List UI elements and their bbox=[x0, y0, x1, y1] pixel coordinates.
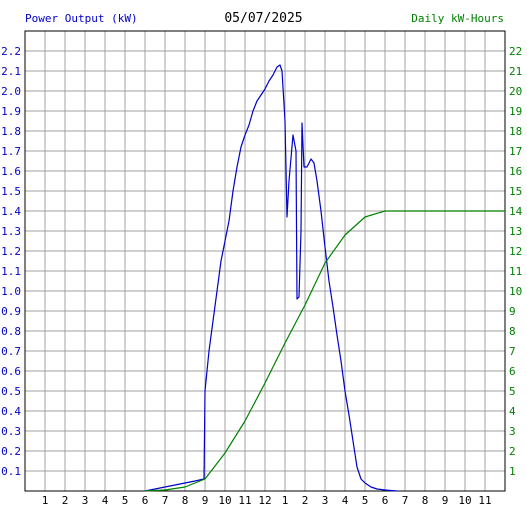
y-left-tick-label: 0.5 bbox=[1, 385, 21, 398]
y-left-tick-label: 1.3 bbox=[1, 225, 21, 238]
y-left-tick-label: 1.4 bbox=[1, 205, 21, 218]
x-tick-label: 1 bbox=[42, 494, 49, 507]
x-tick-label: 11 bbox=[238, 494, 251, 507]
x-tick-label: 7 bbox=[402, 494, 409, 507]
x-tick-label: 1 bbox=[282, 494, 289, 507]
y-right-tick-label: 6 bbox=[509, 365, 516, 378]
y-left-tick-label: 0.7 bbox=[1, 345, 21, 358]
x-tick-label: 2 bbox=[62, 494, 69, 507]
y-right-tick-label: 7 bbox=[509, 345, 516, 358]
y-left-tick-label: 1.6 bbox=[1, 165, 21, 178]
y-right-tick-label: 10 bbox=[509, 285, 522, 298]
x-tick-label: 5 bbox=[362, 494, 369, 507]
y-right-tick-label: 21 bbox=[509, 65, 522, 78]
y-left-tick-label: 2.0 bbox=[1, 85, 21, 98]
x-tick-label: 6 bbox=[142, 494, 149, 507]
y-left-tick-label: 0.6 bbox=[1, 365, 21, 378]
y-left-tick-label: 0.4 bbox=[1, 405, 21, 418]
x-tick-label: 5 bbox=[122, 494, 129, 507]
y-left-tick-label: 1.8 bbox=[1, 125, 21, 138]
y-right-tick-label: 13 bbox=[509, 225, 522, 238]
x-tick-label: 9 bbox=[442, 494, 449, 507]
y-left-tick-label: 0.8 bbox=[1, 325, 21, 338]
x-tick-label: 2 bbox=[302, 494, 309, 507]
x-tick-label: 8 bbox=[422, 494, 429, 507]
y-left-tick-label: 0.3 bbox=[1, 425, 21, 438]
y-left-tick-label: 2.2 bbox=[1, 45, 21, 58]
x-tick-label: 10 bbox=[458, 494, 471, 507]
y-right-tick-label: 2 bbox=[509, 445, 516, 458]
y-left-tick-label: 1.0 bbox=[1, 285, 21, 298]
y-left-tick-label: 1.1 bbox=[1, 265, 21, 278]
y-right-tick-label: 11 bbox=[509, 265, 522, 278]
y-right-tick-label: 18 bbox=[509, 125, 522, 138]
chart-title: 05/07/2025 bbox=[224, 11, 303, 26]
y-left-axis-label: Power Output (kW) bbox=[25, 12, 138, 25]
y-right-tick-label: 3 bbox=[509, 425, 516, 438]
y-right-tick-label: 12 bbox=[509, 245, 522, 258]
x-tick-label: 9 bbox=[202, 494, 209, 507]
x-tick-label: 12 bbox=[258, 494, 271, 507]
x-tick-label: 4 bbox=[102, 494, 109, 507]
y-right-tick-label: 19 bbox=[509, 105, 522, 118]
y-left-tick-label: 0.1 bbox=[1, 465, 21, 478]
y-right-tick-label: 4 bbox=[509, 405, 516, 418]
y-left-tick-label: 2.1 bbox=[1, 65, 21, 78]
y-right-tick-label: 22 bbox=[509, 45, 522, 58]
x-tick-label: 7 bbox=[162, 494, 169, 507]
y-right-tick-label: 8 bbox=[509, 325, 516, 338]
y-left-tick-label: 1.2 bbox=[1, 245, 21, 258]
y-left-tick-label: 1.9 bbox=[1, 105, 21, 118]
power-series-line bbox=[144, 64, 398, 492]
y-right-tick-label: 14 bbox=[509, 205, 523, 218]
y-right-tick-label: 20 bbox=[509, 85, 522, 98]
x-tick-label: 11 bbox=[478, 494, 491, 507]
x-tick-label: 4 bbox=[342, 494, 349, 507]
x-tick-label: 3 bbox=[82, 494, 89, 507]
plot-frame bbox=[24, 30, 506, 492]
y-left-tick-label: 0.9 bbox=[1, 305, 21, 318]
y-right-tick-label: 1 bbox=[509, 465, 516, 478]
y-right-tick-label: 15 bbox=[509, 185, 522, 198]
y-left-tick-label: 1.5 bbox=[1, 185, 21, 198]
y-right-tick-label: 5 bbox=[509, 385, 516, 398]
y-right-tick-label: 17 bbox=[509, 145, 522, 158]
y-left-tick-label: 1.7 bbox=[1, 145, 21, 158]
x-tick-label: 8 bbox=[182, 494, 189, 507]
y-right-tick-label: 9 bbox=[509, 305, 516, 318]
x-tick-label: 6 bbox=[382, 494, 389, 507]
y-left-tick-label: 0.2 bbox=[1, 445, 21, 458]
energy-series-line bbox=[144, 210, 505, 492]
x-tick-label: 3 bbox=[322, 494, 329, 507]
y-right-tick-label: 16 bbox=[509, 165, 522, 178]
y-right-axis-label: Daily kW-Hours bbox=[411, 12, 504, 25]
x-tick-label: 10 bbox=[218, 494, 231, 507]
